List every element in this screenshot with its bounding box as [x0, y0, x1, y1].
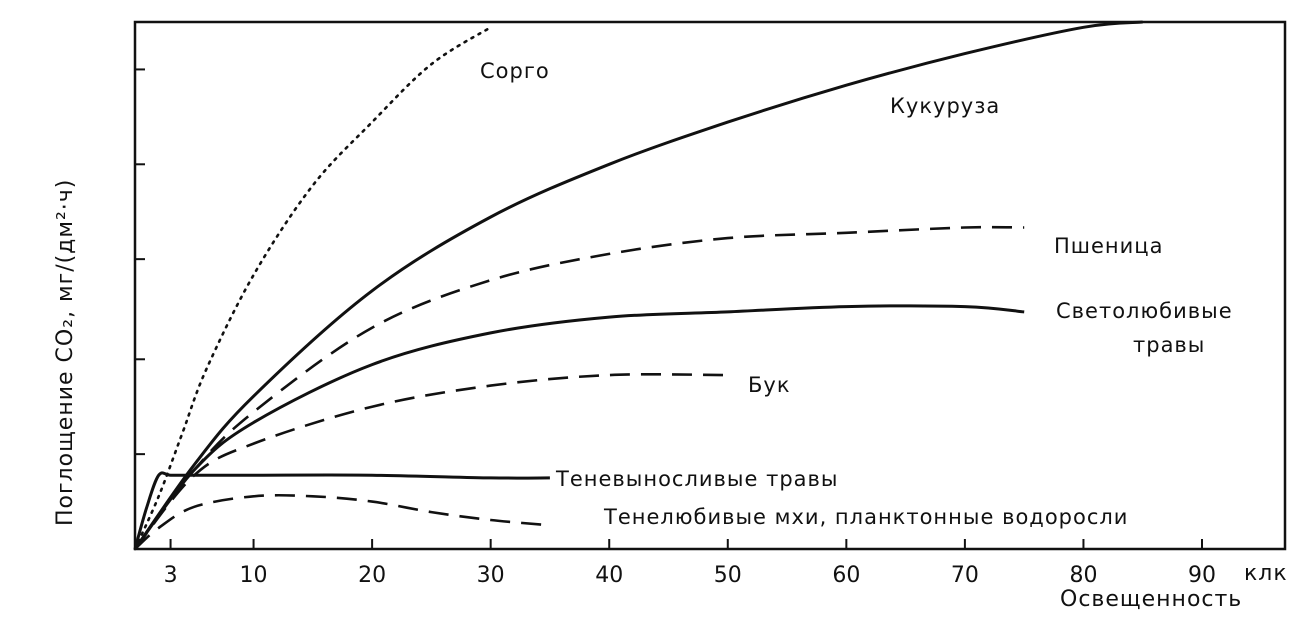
label-shade-loving: Тенелюбивые мхи, планктонные водоросли — [603, 505, 1128, 529]
series-line-5 — [133, 471, 550, 550]
label-wheat: Пшеница — [1054, 234, 1163, 258]
label-beech: Бук — [748, 373, 791, 397]
series-line-1 — [133, 20, 1143, 550]
x-ticks: 3 10 20 30 40 50 60 70 80 90 — [164, 539, 1216, 588]
x-axis-unit: клк — [1244, 561, 1288, 586]
label-corn: Кукуруза — [890, 94, 1000, 118]
x-tick-label: 70 — [951, 563, 979, 588]
x-tick-label: 40 — [595, 563, 623, 588]
label-shade-tolerant: Теневыносливые травы — [555, 467, 839, 491]
series-line-2 — [133, 225, 1025, 550]
label-sorgo: Сорго — [480, 59, 550, 83]
x-tick-label: 80 — [1069, 563, 1097, 588]
x-tick-label: 50 — [714, 563, 742, 588]
x-tick-label: 10 — [240, 563, 268, 588]
x-tick-label: 90 — [1188, 563, 1216, 588]
x-tick-label: 3 — [164, 563, 178, 588]
x-tick-label: 60 — [832, 563, 860, 588]
plot-frame — [133, 20, 1287, 551]
label-light-grass-line2: травы — [1133, 333, 1205, 357]
series-labels: Сорго Кукуруза Пшеница Светолюбивые трав… — [480, 59, 1233, 529]
series-line-6 — [134, 493, 551, 550]
x-tick-label: 30 — [477, 563, 505, 588]
series-group — [133, 20, 1143, 551]
x-tick-label: 20 — [358, 563, 386, 588]
y-ticks — [135, 68, 145, 456]
x-axis-label: Освещенность — [1060, 587, 1242, 612]
series-line-3 — [133, 304, 1025, 550]
y-axis-label: Поглощение CO₂, мг/(дм²·ч) — [53, 179, 78, 526]
series-line-0 — [133, 26, 492, 551]
label-light-grass-line1: Светолюбивые — [1056, 299, 1233, 323]
